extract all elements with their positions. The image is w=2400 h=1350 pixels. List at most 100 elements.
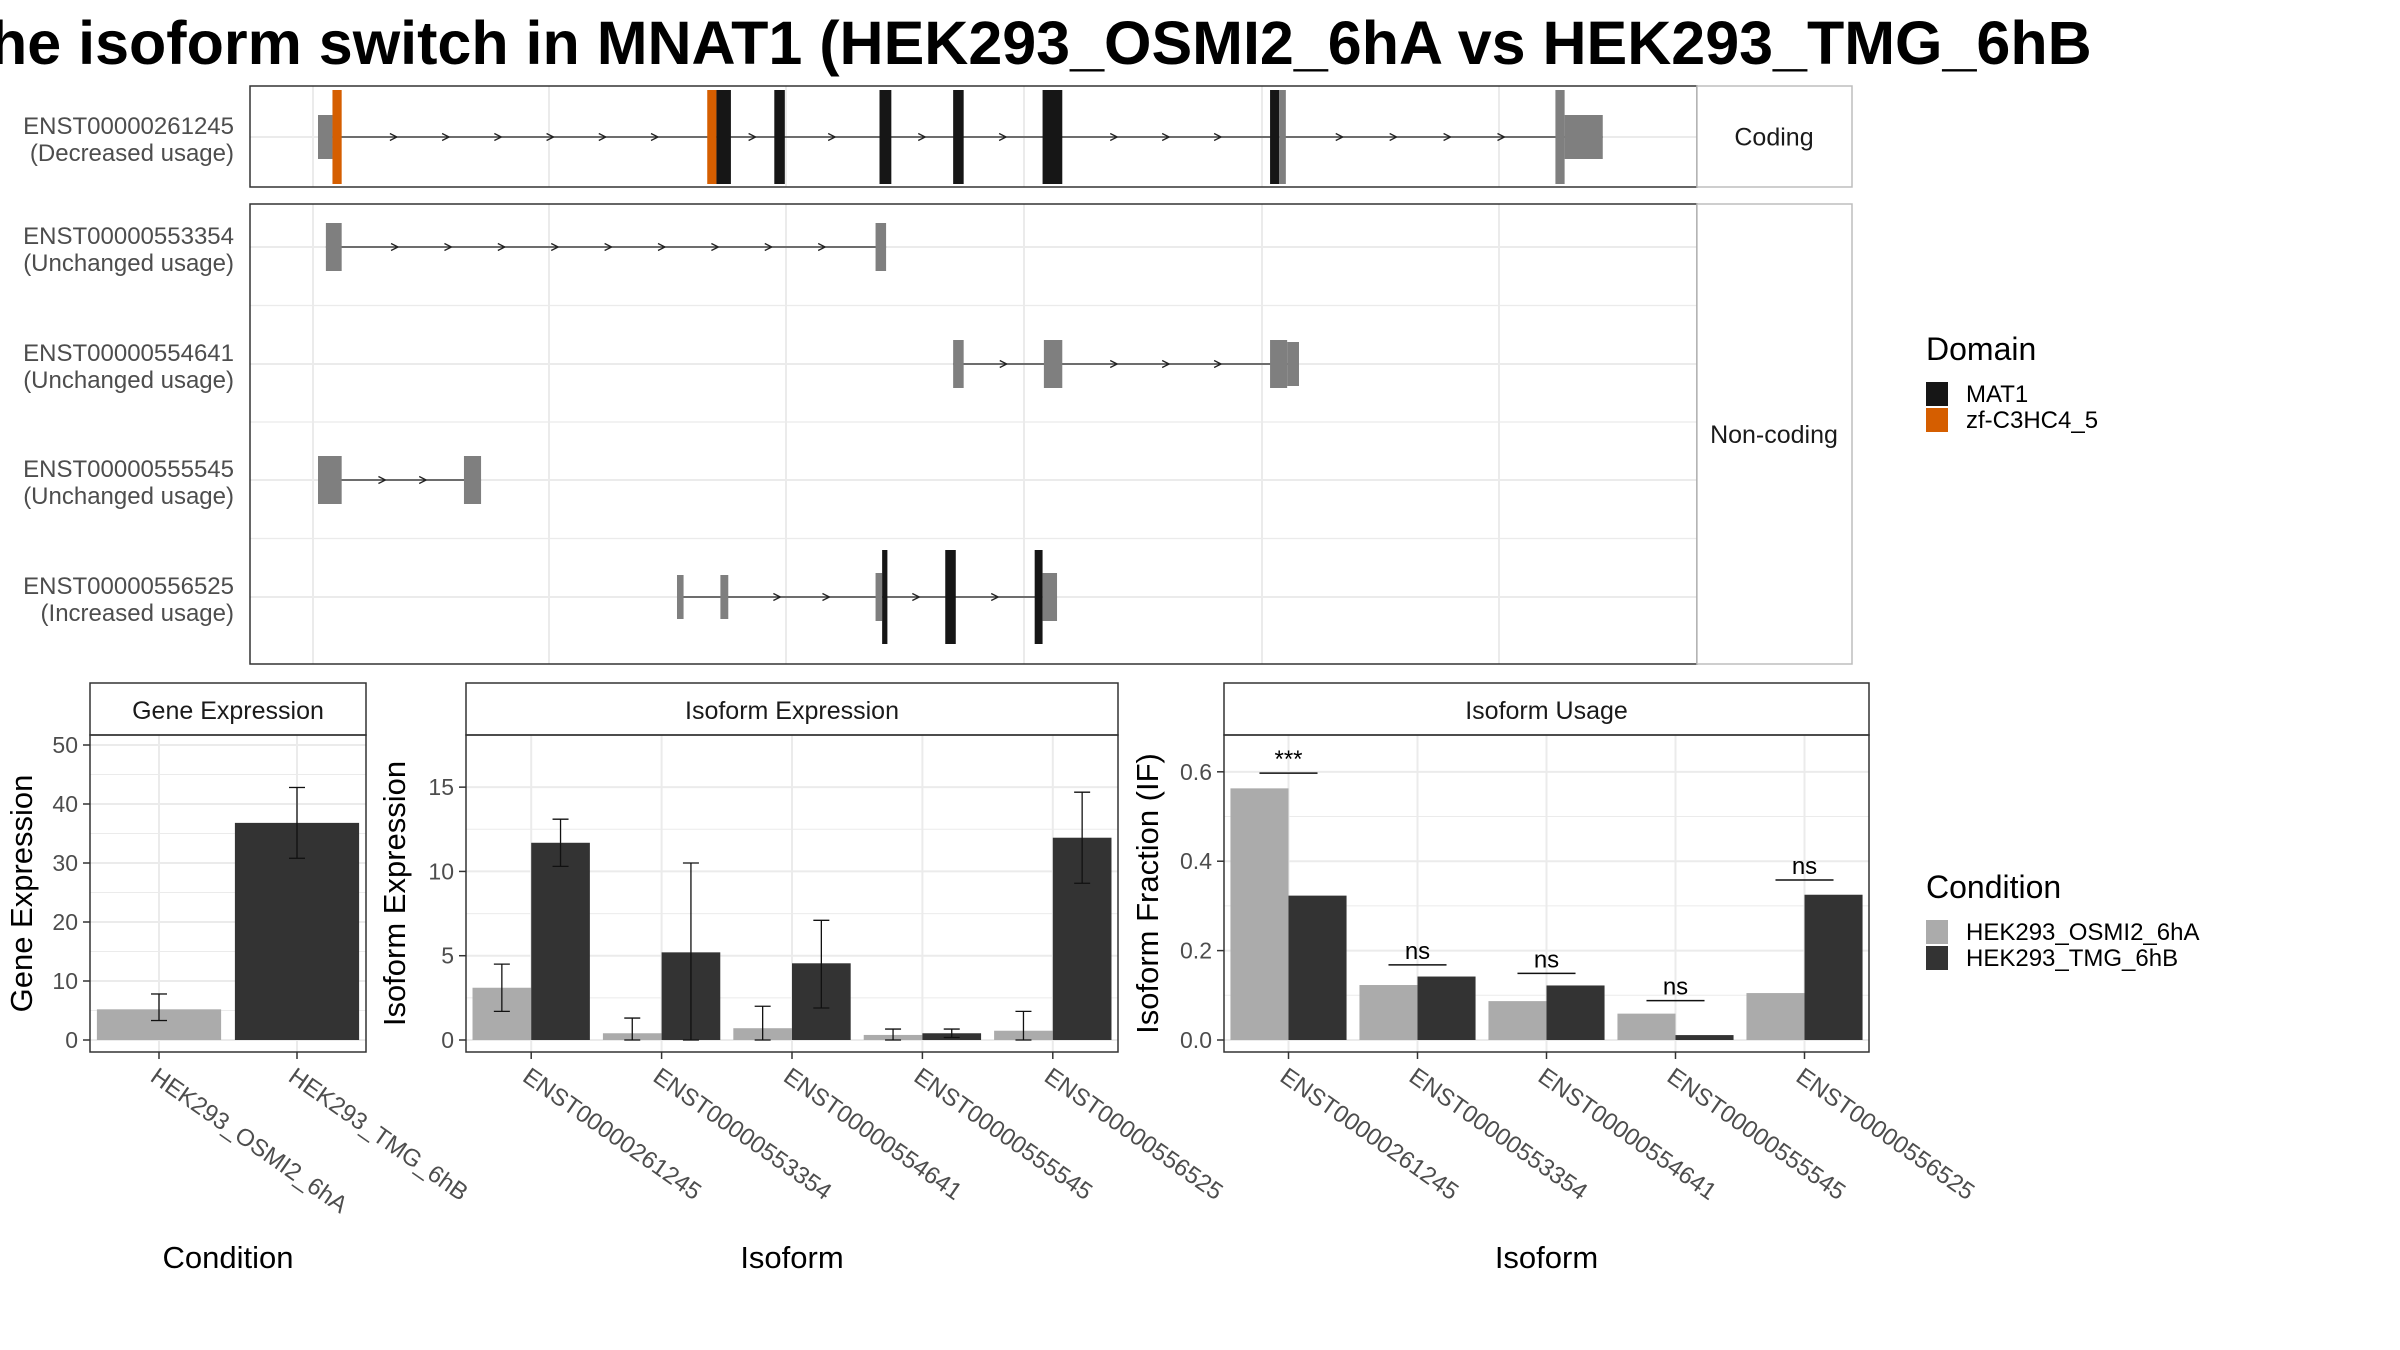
bar: [234, 822, 360, 1040]
isoform-track: ENST00000554641(Unchanged usage): [23, 340, 1299, 394]
y-tick-label: 0.4: [1180, 848, 1212, 874]
exon-block: [676, 575, 684, 619]
isoform-track: ENST00000261245(Decreased usage): [23, 90, 1603, 184]
intron-arrow: [1389, 132, 1399, 142]
intron-arrow: [389, 132, 399, 142]
intron-arrow: [1213, 359, 1223, 369]
significance-label: ns: [1405, 938, 1430, 965]
isoform-id-label: ENST00000555545: [23, 456, 234, 483]
legend-key: [1926, 920, 1948, 944]
exon-block: [707, 90, 717, 184]
y-axis-title: Isoform Expression: [377, 761, 412, 1026]
exon-block: [882, 550, 888, 644]
exon-block: [1034, 550, 1043, 644]
intron-arrow: [598, 132, 608, 142]
intron-arrow: [990, 592, 1000, 602]
intron-arrow: [657, 242, 667, 252]
intron-arrow: [546, 132, 556, 142]
y-tick-label: 0: [65, 1027, 78, 1053]
intron-arrow: [998, 132, 1008, 142]
isoform-id-label: ENST00000554641: [23, 340, 234, 367]
bar: [1359, 985, 1418, 1040]
coding-structure-panel: Coding: [249, 85, 1853, 188]
exon-block: [1270, 90, 1280, 184]
y-tick-label: 0.2: [1180, 938, 1212, 964]
intron-arrow: [441, 132, 451, 142]
isoform-id-label: ENST00000556525: [23, 573, 234, 600]
y-axis-title: Gene Expression: [4, 775, 39, 1013]
exon-block: [1042, 573, 1058, 621]
panel-strip-title: Gene Expression: [132, 697, 324, 725]
intron-arrow: [497, 242, 507, 252]
exon-block: [332, 90, 342, 184]
bar: [1288, 895, 1347, 1040]
intron-arrow: [604, 242, 614, 252]
intron-arrow: [1497, 132, 1506, 142]
intron-arrow: [494, 132, 503, 142]
exon-block: [1287, 342, 1299, 386]
legend-title: Domain: [1926, 331, 2036, 367]
intron-arrow: [1213, 132, 1223, 142]
figure-title: he isoform switch in MNAT1 (HEK293_OSMI2…: [0, 9, 2092, 77]
y-tick-label: 10: [428, 858, 454, 884]
significance-label: ***: [1274, 746, 1302, 773]
isoform-track: ENST00000556525(Increased usage): [23, 550, 1058, 644]
isoform-id-label: ENST00000261245: [23, 113, 234, 140]
intron-arrow: [917, 132, 927, 142]
intron-arrow: [1161, 132, 1171, 142]
isoform-usage-label: (Increased usage): [41, 600, 234, 627]
exon-block: [1564, 115, 1603, 159]
intron-arrow: [418, 475, 428, 485]
legend-key: [1926, 946, 1948, 970]
y-tick-label: 50: [52, 732, 78, 758]
y-tick-label: 20: [52, 909, 78, 935]
y-tick-label: 0.6: [1180, 759, 1212, 785]
exon-block: [716, 90, 731, 184]
exon-block: [774, 90, 785, 184]
intron-arrow: [390, 242, 400, 252]
intron-arrow: [773, 592, 782, 602]
bar: [1675, 1035, 1734, 1040]
legend-key: [1926, 382, 1948, 406]
exon-block: [318, 115, 333, 159]
exon-block: [1270, 340, 1288, 388]
x-axis-title: Isoform: [1495, 1240, 1598, 1275]
exon-block: [720, 575, 729, 619]
exon-block: [953, 90, 964, 184]
legend-label: HEK293_OSMI2_6hA: [1966, 919, 2199, 946]
intron-arrow: [822, 592, 831, 602]
y-tick-label: 40: [52, 791, 78, 817]
legend-label: HEK293_TMG_6hB: [1966, 945, 2178, 972]
exon-block: [875, 573, 883, 621]
isoform-usage-label: (Unchanged usage): [23, 367, 234, 394]
exon-block: [945, 550, 956, 644]
facet-strip: [1696, 85, 1853, 188]
intron-arrow: [550, 242, 560, 252]
y-tick-label: 10: [52, 968, 78, 994]
y-tick-label: 15: [428, 774, 454, 800]
bar: [1804, 894, 1863, 1040]
y-tick-label: 0: [441, 1027, 454, 1053]
y-tick-label: 5: [441, 943, 454, 969]
isoform-track: ENST00000553354(Unchanged usage): [23, 223, 887, 277]
intron-arrow: [444, 242, 453, 252]
legend-title: Condition: [1926, 869, 2061, 905]
x-axis-title: Condition: [163, 1240, 294, 1275]
facet-strip: [1696, 203, 1853, 665]
isoform-track: ENST00000555545(Unchanged usage): [23, 456, 482, 510]
bar: [1546, 985, 1605, 1040]
intron-arrow: [1161, 359, 1171, 369]
intron-arrow: [1109, 132, 1119, 142]
exon-block: [325, 223, 342, 271]
exon-block: [953, 340, 964, 388]
panel-border: [89, 734, 367, 1053]
exon-block: [1279, 90, 1286, 184]
intron-arrow: [711, 242, 720, 252]
panel-strip-title: Isoform Usage: [1465, 697, 1628, 725]
intron-arrow: [827, 132, 837, 142]
significance-label: ns: [1663, 974, 1688, 1001]
intron-arrow: [817, 242, 827, 252]
intron-arrow: [650, 132, 660, 142]
